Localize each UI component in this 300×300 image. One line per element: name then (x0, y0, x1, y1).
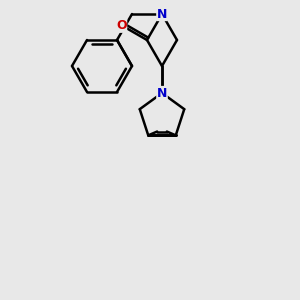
Text: N: N (157, 8, 167, 20)
Text: O: O (116, 19, 127, 32)
Text: N: N (157, 86, 167, 100)
